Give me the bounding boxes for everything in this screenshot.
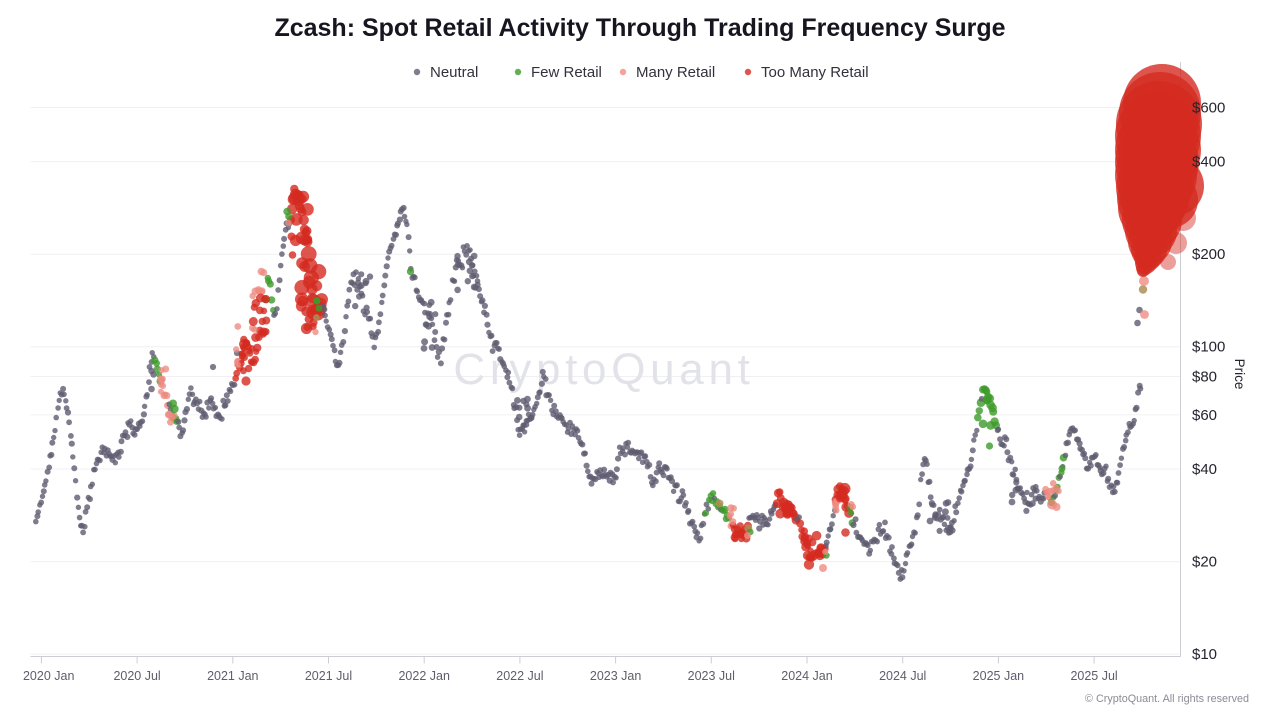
svg-text:2022 Jul: 2022 Jul: [496, 669, 543, 683]
svg-text:Neutral: Neutral: [430, 64, 478, 81]
svg-text:Few Retail: Few Retail: [531, 64, 602, 81]
svg-text:2023 Jan: 2023 Jan: [590, 669, 641, 683]
svg-text:2021 Jul: 2021 Jul: [305, 669, 352, 683]
svg-text:$600: $600: [1192, 100, 1225, 117]
svg-text:2024 Jan: 2024 Jan: [781, 669, 832, 683]
svg-text:Price: Price: [1232, 359, 1247, 390]
svg-text:$80: $80: [1192, 369, 1217, 386]
svg-text:2025 Jan: 2025 Jan: [973, 669, 1024, 683]
svg-text:2021 Jan: 2021 Jan: [207, 669, 258, 683]
svg-text:© CryptoQuant. All rights rese: © CryptoQuant. All rights reserved: [1085, 693, 1249, 705]
svg-text:$200: $200: [1192, 246, 1225, 263]
svg-text:2020 Jan: 2020 Jan: [23, 669, 74, 683]
svg-text:Too Many Retail: Too Many Retail: [761, 64, 869, 81]
svg-text:Many Retail: Many Retail: [636, 64, 715, 81]
svg-text:$10: $10: [1192, 646, 1217, 663]
svg-text:2024 Jul: 2024 Jul: [879, 669, 926, 683]
svg-text:$100: $100: [1192, 339, 1225, 356]
svg-text:CryptoQuant: CryptoQuant: [453, 345, 754, 394]
svg-text:2022 Jan: 2022 Jan: [398, 669, 449, 683]
svg-text:$400: $400: [1192, 154, 1225, 171]
svg-text:$60: $60: [1192, 407, 1217, 424]
svg-text:2020 Jul: 2020 Jul: [113, 669, 160, 683]
svg-text:$40: $40: [1192, 461, 1217, 478]
svg-text:Zcash: Spot Retail Activity Th: Zcash: Spot Retail Activity Through Trad…: [274, 14, 1005, 42]
svg-text:$20: $20: [1192, 554, 1217, 571]
svg-text:2025 Jul: 2025 Jul: [1070, 669, 1117, 683]
svg-text:2023 Jul: 2023 Jul: [688, 669, 735, 683]
